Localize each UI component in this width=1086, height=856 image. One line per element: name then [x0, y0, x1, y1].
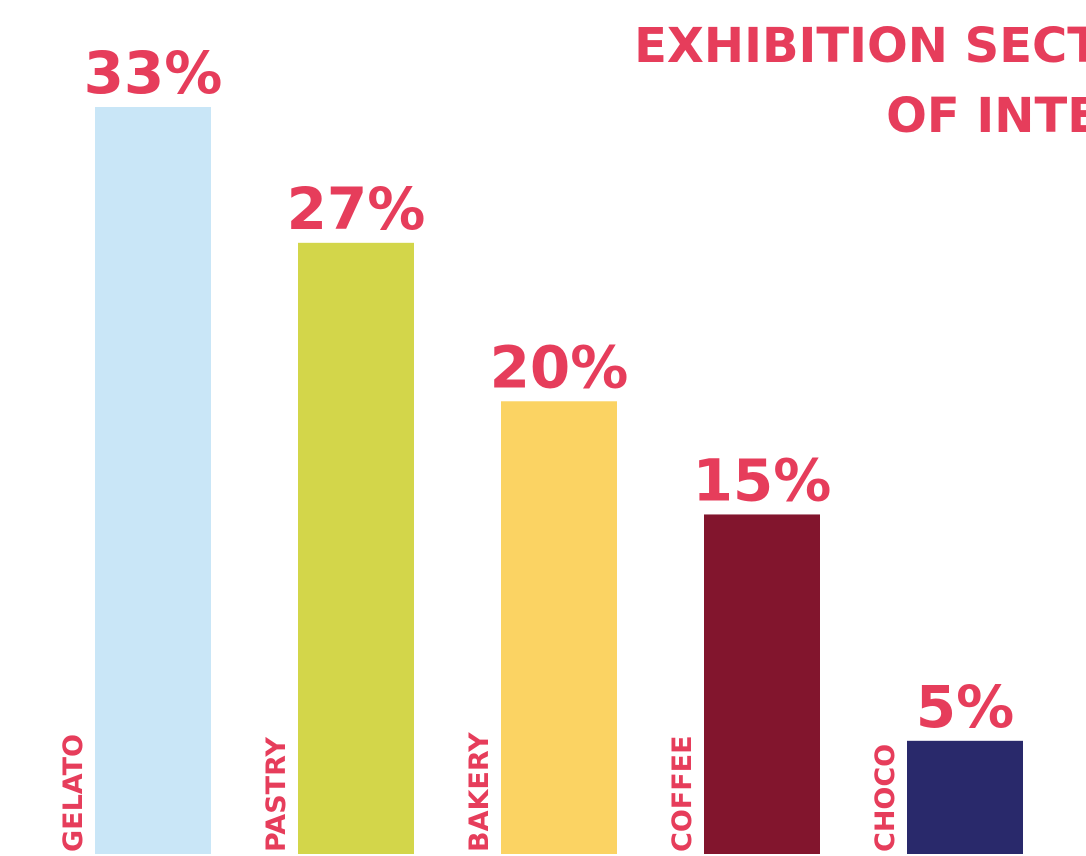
category-label-gelato: GELATO [58, 734, 89, 852]
value-label-bakery: 20% [490, 333, 629, 401]
bar-gelato [95, 107, 211, 854]
category-label-pastry: PASTRY [261, 737, 292, 852]
category-label-coffee: COFFEE [667, 735, 698, 852]
bar-pastry [298, 242, 414, 854]
bar-coffee [704, 514, 820, 854]
bars-group: 33% GELATO 27% PASTRY 20% BAKERY 15% COFFEE 5%CH… [58, 39, 1023, 854]
value-label-choco: 5% [916, 673, 1014, 741]
category-label-choco: CHOCO [870, 744, 901, 852]
category-label-bakery: BAKERY [464, 732, 495, 852]
bar-choco [907, 740, 1023, 854]
chart-title: EXHIBITION SECT OF INTE [634, 18, 1086, 144]
value-label-coffee: 15% [693, 446, 832, 514]
bar-bakery [501, 401, 617, 854]
value-label-gelato: 33% [84, 39, 223, 107]
value-label-pastry: 27% [287, 175, 426, 243]
chart-title-line-2: OF INTE [886, 88, 1086, 144]
chart-title-line-1: EXHIBITION SECT [634, 18, 1086, 74]
